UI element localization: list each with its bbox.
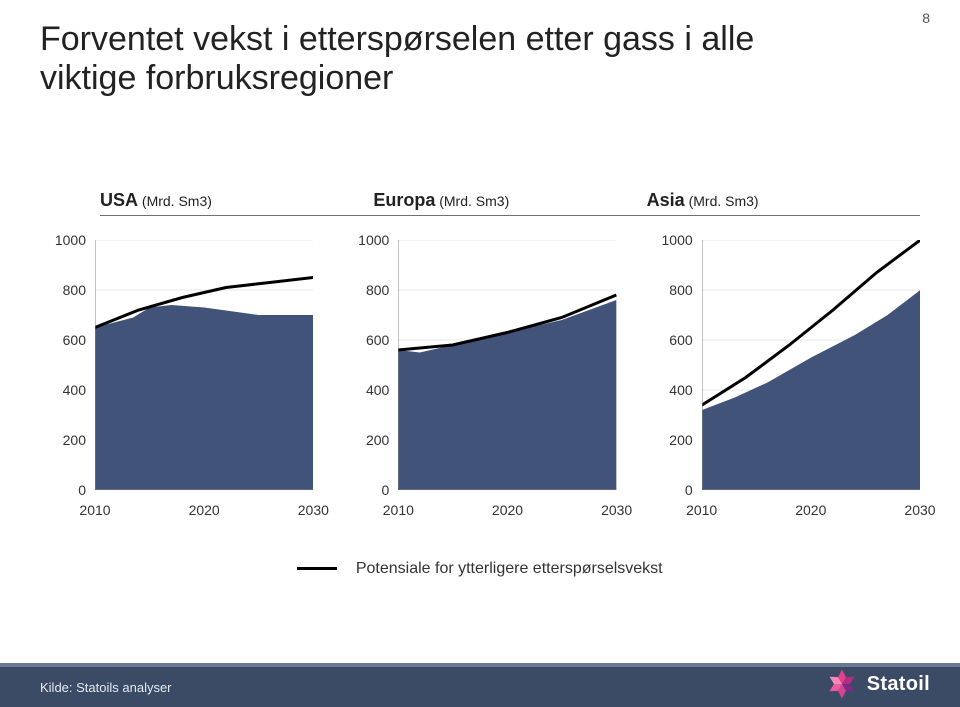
- y-axis-labels: 02004006008001000: [40, 240, 90, 490]
- x-tick-label: 2020: [492, 502, 523, 518]
- y-axis-labels: 02004006008001000: [343, 240, 393, 490]
- legend-line-icon: [297, 567, 337, 570]
- x-tick-label: 2020: [189, 502, 220, 518]
- x-tick-label: 2010: [79, 502, 110, 518]
- footer: Kilde: Statoils analyser Statoil: [0, 647, 960, 707]
- y-tick-label: 1000: [55, 232, 86, 248]
- y-tick-label: 0: [78, 482, 86, 498]
- legend: Potensiale for ytterligere etterspørsels…: [0, 560, 960, 578]
- x-axis-labels: 201020202030: [95, 496, 313, 520]
- y-tick-label: 0: [382, 482, 390, 498]
- x-tick-label: 2030: [904, 502, 935, 518]
- y-tick-label: 200: [669, 432, 692, 448]
- y-tick-label: 200: [366, 432, 389, 448]
- legend-label: Potensiale for ytterligere etterspørsels…: [356, 560, 663, 577]
- y-tick-label: 1000: [358, 232, 389, 248]
- y-tick-label: 400: [669, 382, 692, 398]
- region-name: Europa: [373, 190, 435, 210]
- source-text: Kilde: Statoils analyser: [40, 680, 172, 695]
- region-unit: (Mrd. Sm3): [685, 193, 759, 209]
- y-tick-label: 200: [63, 432, 86, 448]
- region-name: Asia: [647, 190, 685, 210]
- star-icon: [825, 667, 859, 701]
- y-tick-label: 0: [685, 482, 693, 498]
- x-tick-label: 2030: [298, 502, 329, 518]
- y-tick-label: 800: [63, 282, 86, 298]
- charts-row: 0200400600800100020102020203002004006008…: [40, 240, 920, 520]
- region-unit: (Mrd. Sm3): [435, 193, 509, 209]
- y-tick-label: 800: [669, 282, 692, 298]
- y-tick-label: 800: [366, 282, 389, 298]
- x-tick-label: 2030: [601, 502, 632, 518]
- y-tick-label: 600: [366, 332, 389, 348]
- chart-plot: [95, 240, 313, 490]
- y-tick-label: 600: [669, 332, 692, 348]
- chart: 02004006008001000201020202030: [647, 240, 920, 520]
- region-header-row: USA (Mrd. Sm3)Europa (Mrd. Sm3)Asia (Mrd…: [100, 190, 920, 216]
- x-axis-labels: 201020202030: [398, 496, 616, 520]
- chart-plot: [702, 240, 920, 490]
- y-axis-labels: 02004006008001000: [647, 240, 697, 490]
- logo: Statoil: [825, 667, 930, 701]
- y-tick-label: 600: [63, 332, 86, 348]
- region-name: USA: [100, 190, 138, 210]
- y-tick-label: 1000: [662, 232, 693, 248]
- y-tick-label: 400: [366, 382, 389, 398]
- y-tick-label: 400: [63, 382, 86, 398]
- region-label: Asia (Mrd. Sm3): [647, 190, 920, 211]
- logo-text: Statoil: [867, 673, 930, 696]
- page-number: 8: [922, 10, 930, 26]
- page-title: Forventet vekst i etterspørselen etter g…: [40, 20, 820, 98]
- chart-plot: [398, 240, 616, 490]
- chart: 02004006008001000201020202030: [343, 240, 616, 520]
- x-tick-label: 2010: [686, 502, 717, 518]
- region-label: Europa (Mrd. Sm3): [373, 190, 646, 211]
- x-tick-label: 2020: [795, 502, 826, 518]
- x-tick-label: 2010: [383, 502, 414, 518]
- region-label: USA (Mrd. Sm3): [100, 190, 373, 211]
- x-axis-labels: 201020202030: [702, 496, 920, 520]
- region-unit: (Mrd. Sm3): [138, 193, 212, 209]
- chart: 02004006008001000201020202030: [40, 240, 313, 520]
